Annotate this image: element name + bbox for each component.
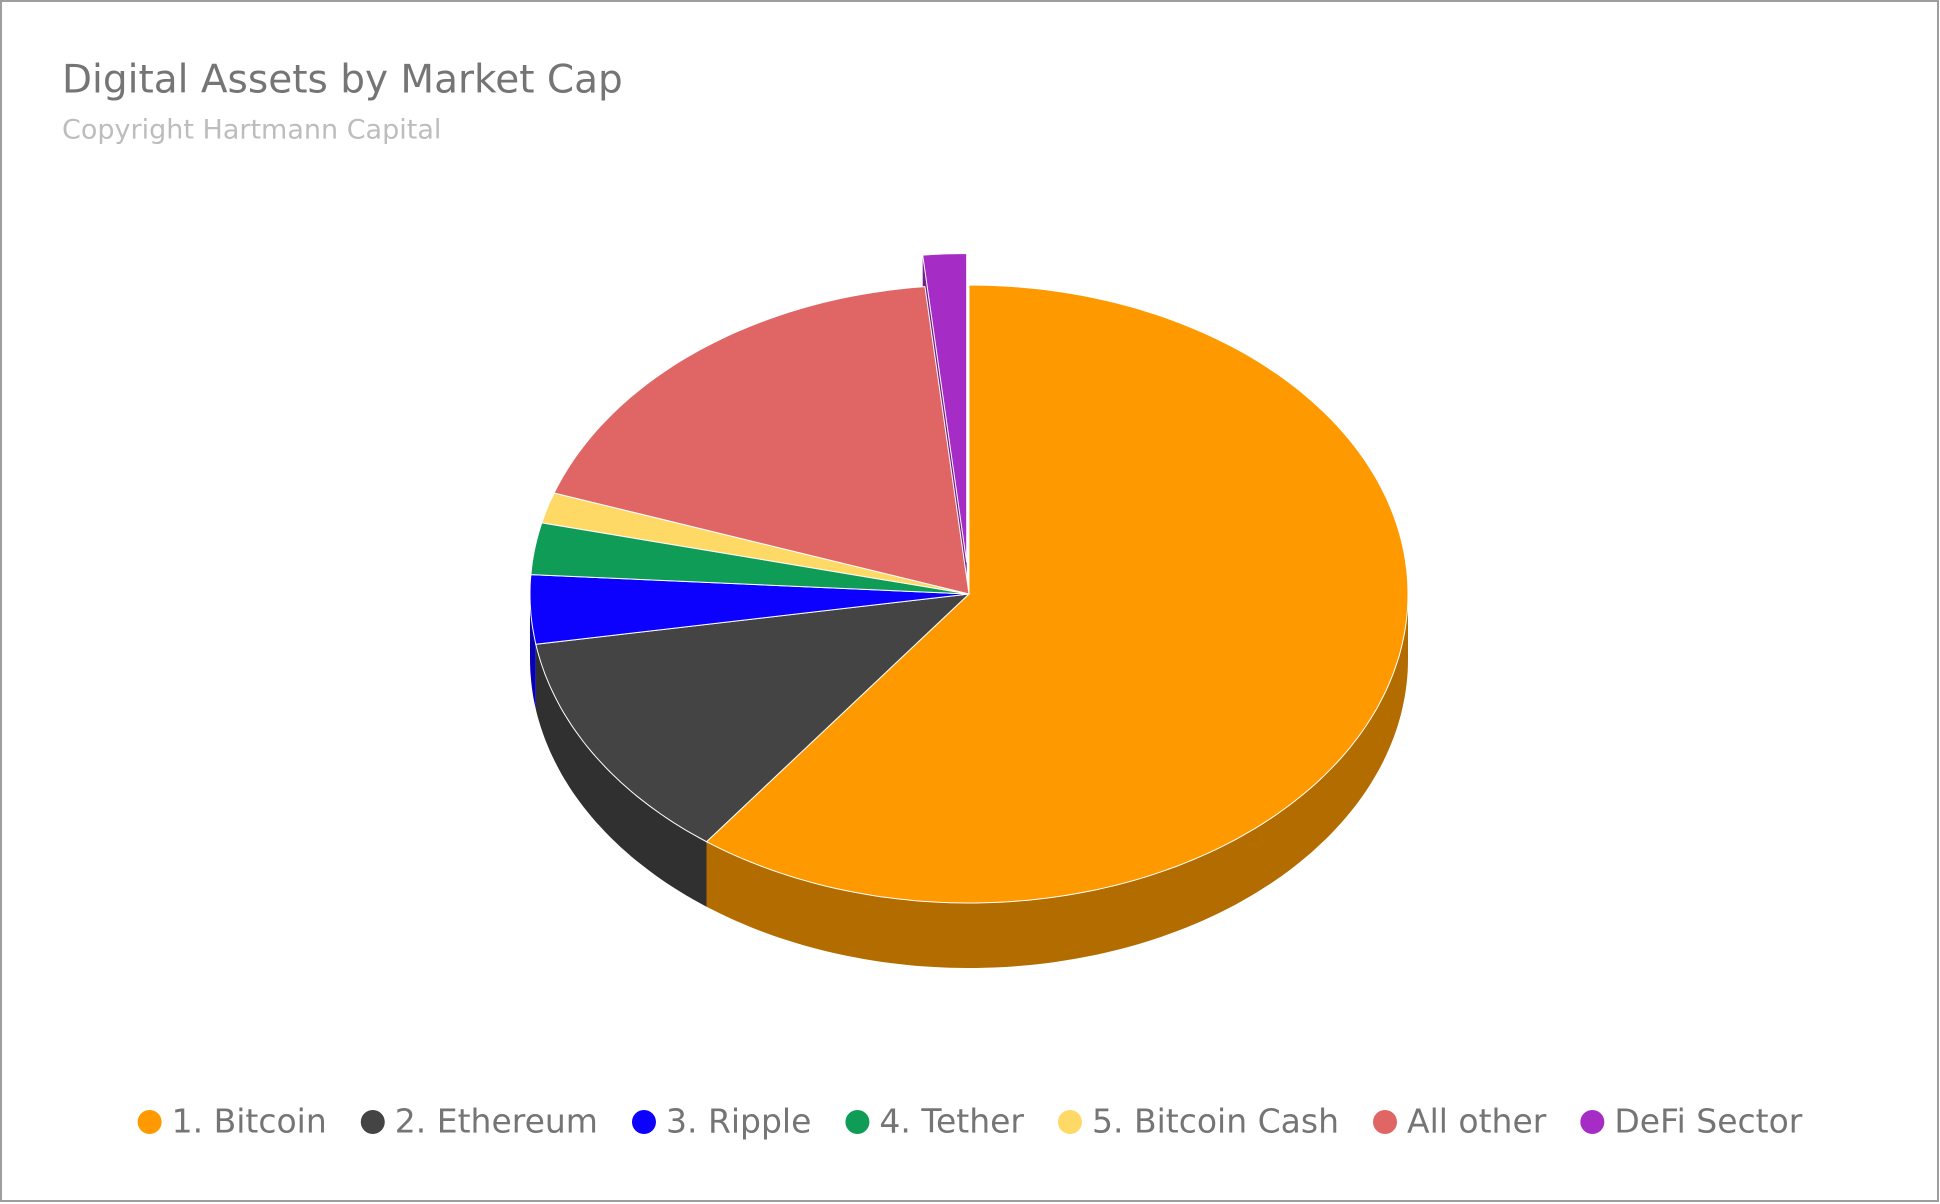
legend-label: 1. Bitcoin <box>172 1102 327 1141</box>
slice <box>529 574 970 645</box>
chart-subtitle: Copyright Hartmann Capital <box>62 115 441 146</box>
legend-marker <box>631 1110 656 1134</box>
slice <box>922 252 968 563</box>
legend-marker <box>1580 1110 1605 1134</box>
legend-label: 3. Ripple <box>666 1102 811 1141</box>
legend-label: All other <box>1407 1102 1547 1141</box>
legend-marker <box>1057 1110 1082 1134</box>
legend-label: 5. Bitcoin Cash <box>1092 1102 1339 1141</box>
slice <box>553 286 970 595</box>
slice-side <box>535 644 707 907</box>
legend-marker <box>137 1110 162 1134</box>
slice <box>705 284 1409 904</box>
slice-side <box>706 594 1408 968</box>
pie <box>529 252 1409 968</box>
legend: 1. Bitcoin 2. Ethereum 3. Ripple 4. Tether 5… <box>137 1102 1803 1141</box>
legend-marker <box>1373 1110 1397 1134</box>
legend-marker <box>360 1110 385 1134</box>
slice <box>541 492 970 595</box>
legend-label: 2. Ethereum <box>395 1102 598 1141</box>
legend-label: 4. Tether <box>879 1102 1024 1141</box>
legend-marker <box>845 1110 870 1134</box>
legend-label: DeFi Sector <box>1614 1102 1802 1141</box>
slice <box>535 593 971 843</box>
chart-title: Digital Assets by Market Cap <box>62 58 623 103</box>
